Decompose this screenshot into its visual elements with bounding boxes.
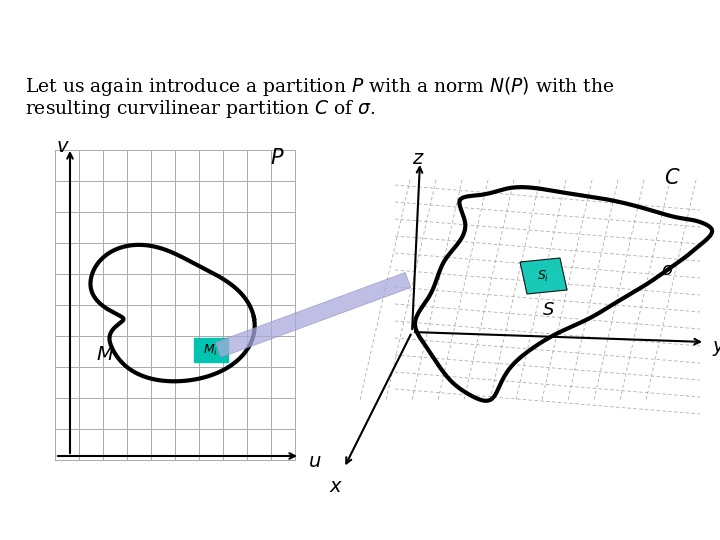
Text: $M_i$: $M_i$ — [204, 342, 219, 357]
Polygon shape — [215, 273, 411, 357]
Text: Let us again introduce a partition $P$ with a norm $N(P)$ with the: Let us again introduce a partition $P$ w… — [25, 75, 615, 98]
Bar — [194, 338, 228, 362]
Text: $P$: $P$ — [271, 148, 285, 168]
Text: $C$: $C$ — [664, 168, 680, 188]
Text: $M$: $M$ — [96, 346, 114, 364]
Text: $\sigma$: $\sigma$ — [661, 261, 675, 279]
Text: resulting curvilinear partition $C$ of $\sigma$.: resulting curvilinear partition $C$ of $… — [25, 98, 376, 120]
Text: $S_i$: $S_i$ — [537, 268, 549, 284]
Text: $S$: $S$ — [541, 301, 554, 319]
Text: $x$: $x$ — [329, 478, 343, 496]
Text: $u$: $u$ — [308, 453, 322, 471]
Text: $v$: $v$ — [56, 138, 70, 156]
Text: $y$: $y$ — [712, 339, 720, 357]
Polygon shape — [520, 258, 567, 294]
Text: $z$: $z$ — [412, 150, 424, 168]
